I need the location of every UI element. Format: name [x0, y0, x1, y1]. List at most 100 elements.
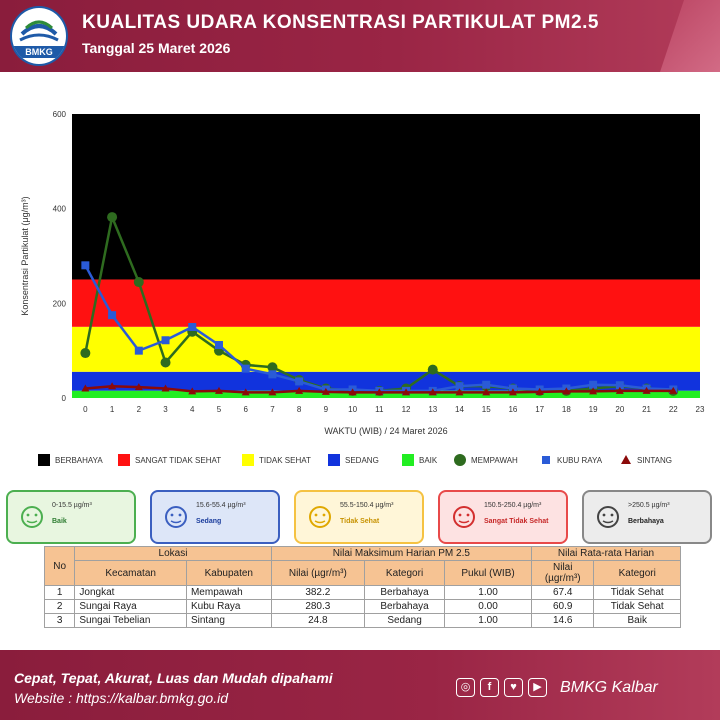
table-row: 2 Sungai Raya Kubu Raya 280.3 Berbahaya … [43, 599, 681, 614]
y-tick-label: 400 [53, 205, 67, 214]
cell-no: 3 [43, 613, 76, 628]
point-kubu-raya [615, 381, 624, 390]
th-kabupaten: Kabupaten [185, 560, 272, 586]
x-tick-label: 14 [455, 405, 464, 414]
th-nilai-rata-line1: Nilai [553, 562, 573, 573]
cell-rata: 67.4 [531, 585, 595, 600]
point-sintang [134, 383, 143, 391]
point-sintang [562, 387, 571, 395]
point-mempawah [133, 277, 144, 288]
point-sintang [321, 387, 330, 395]
th-nilai: Nilai (µgr/m³) [270, 560, 366, 586]
band-sangat-tidak-sehat [72, 279, 700, 327]
x-tick-label: 6 [243, 405, 248, 414]
cell-no: 2 [43, 599, 76, 614]
point-sintang [589, 387, 598, 395]
youtube-icon[interactable]: ▶ [528, 678, 547, 697]
point-sintang [241, 388, 250, 396]
category-chip: >250.5 µg/m³ Berbahaya [582, 490, 712, 544]
x-tick-label: 11 [375, 405, 384, 414]
table-row: 1 Jongkat Mempawah 382.2 Berbahaya 1.00 … [43, 585, 681, 600]
point-kubu-raya [482, 380, 491, 389]
point-kubu-raya [268, 370, 277, 379]
point-kubu-raya [241, 364, 250, 373]
cell-kabupaten: Mempawah [185, 585, 272, 600]
cell-nilai: 24.8 [270, 613, 366, 628]
legend-label: SANGAT TIDAK SEHAT [135, 456, 221, 465]
category-chip: 0-15.5 µg/m³ Baik [6, 490, 136, 544]
chip-range: 15.6-55.4 µg/m³ [196, 502, 246, 509]
cell-kecamatan: Jongkat [74, 585, 187, 600]
legend-label: BAIK [419, 456, 438, 465]
x-tick-label: 18 [562, 405, 571, 414]
legend-label: TIDAK SEHAT [259, 456, 311, 465]
point-mempawah [427, 364, 438, 375]
band-baik [72, 390, 700, 398]
face-icon [165, 506, 187, 528]
point-kubu-raya [188, 323, 197, 331]
point-sintang [455, 388, 464, 396]
th-lokasi: Lokasi [74, 546, 272, 561]
th-kategori-rata: Kategori [593, 560, 681, 586]
instagram-icon[interactable]: ◎ [456, 678, 475, 697]
x-tick-label: 1 [110, 405, 115, 414]
cell-nilai: 382.2 [270, 585, 366, 600]
y-tick-label: 0 [62, 394, 67, 403]
x-tick-label: 20 [615, 405, 624, 414]
facebook-icon[interactable]: f [480, 678, 499, 697]
y-tick-label: 600 [53, 110, 67, 119]
cell-rata: 60.9 [531, 599, 595, 614]
point-sintang [642, 386, 651, 394]
chart-legend: BERBAHAYA SANGAT TIDAK SEHAT TIDAK SEHAT SE… [38, 454, 672, 466]
cell-no: 1 [43, 585, 76, 600]
cell-kategori-rata: Baik [593, 613, 681, 628]
cell-kabupaten: Sintang [185, 613, 272, 628]
legend-label: BERBAHAYA [55, 456, 103, 465]
footer-brand: BMKG Kalbar [560, 679, 658, 696]
x-tick-label: 5 [217, 405, 222, 414]
footer-banner [0, 650, 720, 720]
legend-swatch [454, 454, 466, 466]
point-kubu-raya [108, 311, 117, 320]
x-tick-label: 15 [482, 405, 491, 414]
page-date: Tanggal 25 Maret 2026 [82, 40, 231, 56]
category-chip: 150.5-250.4 µg/m³ Sangat Tidak Sehat [438, 490, 568, 544]
chip-range: >250.5 µg/m³ [628, 502, 670, 509]
summary-table: No Lokasi Nilai Maksimum Harian PM 2.5 N… [43, 546, 681, 628]
x-tick-label: 21 [642, 405, 651, 414]
point-sintang [482, 388, 491, 396]
x-tick-label: 23 [696, 405, 705, 414]
band-berbahaya [72, 114, 700, 280]
th-pukul: Pukul (WIB) [444, 560, 533, 586]
point-sintang [535, 387, 544, 395]
cell-kategori: Sedang [364, 613, 446, 628]
cell-kategori-rata: Tidak Sehat [593, 585, 681, 600]
chip-range: 150.5-250.4 µg/m³ [484, 502, 542, 509]
x-tick-label: 9 [324, 405, 329, 414]
th-kecamatan: Kecamatan [74, 560, 187, 586]
face-icon [21, 506, 43, 528]
chip-category: Berbahaya [628, 518, 664, 525]
chip-category: Sangat Tidak Sehat [484, 518, 549, 525]
point-sintang [508, 388, 517, 396]
header-banner: BMKG KUALITAS UDARA KONSENTRASI PARTIKUL… [0, 0, 720, 72]
th-nilai-rata: Nilai (µgr/m³) [531, 560, 595, 586]
chip-category: Tidak Sehat [340, 518, 380, 525]
logo-text: BMKG [12, 46, 66, 58]
th-kategori: Kategori [364, 560, 446, 586]
category-bands [72, 114, 700, 398]
point-kubu-raya [455, 382, 464, 391]
point-mempawah [267, 362, 278, 373]
twitter-icon[interactable]: ♥ [504, 678, 523, 697]
footer-website[interactable]: Website : https://kalbar.bmkg.go.id [14, 690, 228, 706]
legend-swatch [118, 454, 130, 466]
x-tick-label: 0 [83, 405, 88, 414]
cell-kategori: Berbahaya [364, 599, 446, 614]
th-nilai-rata-line2: (µgr/m³) [544, 573, 581, 584]
point-sintang [161, 384, 170, 392]
cell-pukul: 1.00 [444, 613, 533, 628]
chip-category: Sedang [196, 518, 222, 525]
legend-swatch [242, 454, 254, 466]
